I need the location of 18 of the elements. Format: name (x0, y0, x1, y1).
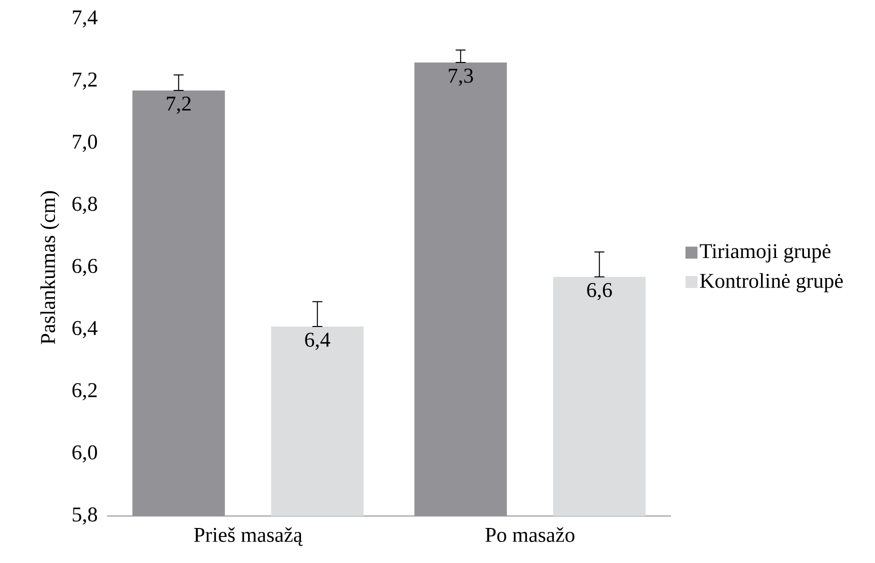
y-tick-label: 5,8 (72, 507, 98, 525)
y-tick-label: 6,8 (72, 196, 98, 214)
x-tick-label: Po masažo (485, 527, 574, 542)
legend-label: Tiriamoji grupė (700, 244, 830, 263)
y-axis-title: Paslankumas (cm) (40, 191, 60, 344)
data-label: 7,3 (448, 68, 473, 86)
y-tick-label: 6,2 (72, 383, 97, 400)
legend-label: Kontrolinė grupė (700, 273, 843, 292)
data-label: 6,4 (305, 332, 330, 350)
y-tick-label: 6,6 (72, 258, 98, 276)
y-tick-label: 6,0 (72, 445, 98, 462)
y-tick-label: 7,0 (72, 134, 98, 152)
y-tick-label: 7,2 (72, 72, 97, 90)
y-tick-label: 7,4 (72, 10, 98, 28)
data-label: 7,2 (166, 96, 191, 114)
data-label: 6,6 (587, 283, 612, 300)
y-tick-label: 6,4 (72, 321, 98, 338)
x-tick-label: Prieš masažą (194, 527, 303, 546)
